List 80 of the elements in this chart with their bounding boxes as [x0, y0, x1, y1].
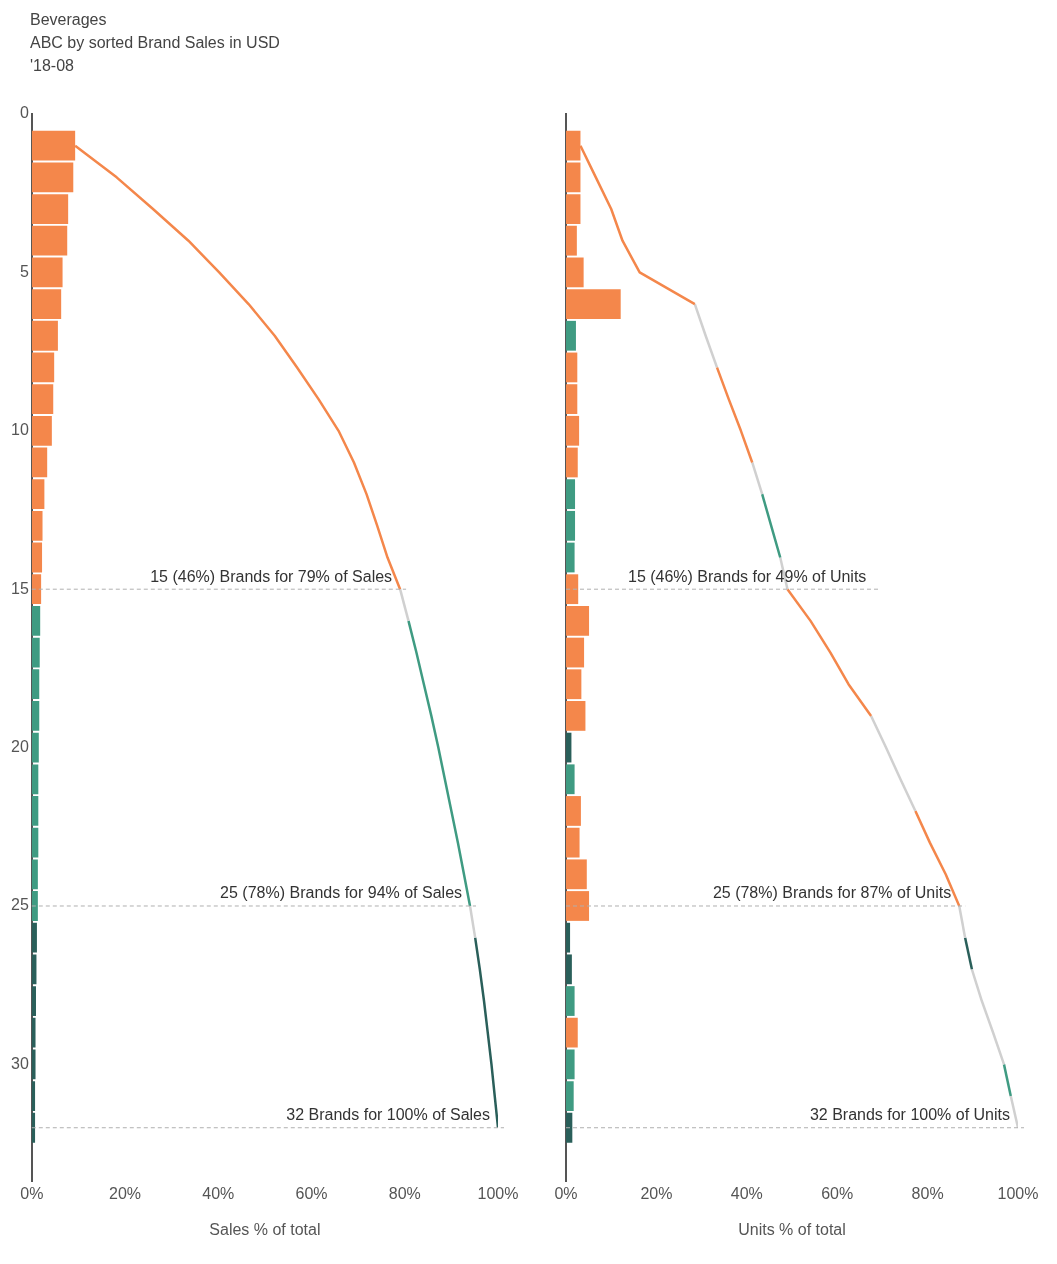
x-tick-label: 80% [911, 1184, 944, 1202]
x-tick-label: 80% [388, 1184, 421, 1202]
x-axis-title: Units % of total [738, 1220, 846, 1238]
bar [566, 225, 577, 256]
bar [31, 510, 43, 541]
ref-line-label: 32 Brands for 100% of Units [809, 1106, 1010, 1124]
bar [566, 320, 576, 351]
x-tick-label: 60% [295, 1184, 328, 1202]
chart-subtitle: ABC by sorted Brand Sales in USD [30, 33, 281, 53]
ref-line-label: 25 (78%) Brands for 94% of Sales [220, 884, 463, 902]
bar [31, 669, 40, 700]
bar [566, 732, 572, 763]
x-tick-label: 0% [20, 1184, 44, 1202]
bar [566, 764, 575, 795]
bar [31, 605, 41, 636]
bar [31, 542, 43, 573]
x-tick-label: 100% [997, 1184, 1039, 1202]
text: '18-08 [30, 56, 75, 76]
bar [566, 1112, 573, 1143]
bar [566, 637, 585, 668]
bar [566, 796, 581, 826]
bar [566, 194, 581, 224]
bar [566, 891, 590, 921]
bar [31, 320, 58, 351]
bar [31, 384, 54, 415]
bar [31, 764, 39, 795]
bar [31, 1081, 36, 1111]
bar [31, 479, 45, 510]
y-tick-label: 15 [11, 579, 29, 597]
bar [566, 510, 576, 541]
bar [566, 415, 580, 446]
bar [31, 1112, 36, 1143]
bar [566, 289, 621, 319]
bar [31, 415, 52, 446]
x-tick-label: 0% [554, 1184, 578, 1202]
x-tick-label: 20% [109, 1184, 142, 1202]
y-tick-label: 0 [19, 104, 29, 122]
x-tick-label: 40% [202, 1184, 235, 1202]
bar [31, 194, 69, 224]
bar [566, 1081, 574, 1111]
bar [566, 542, 575, 573]
bar [566, 1017, 578, 1048]
bar [566, 669, 582, 700]
bar [566, 384, 578, 415]
bar [31, 701, 40, 731]
x-tick-label: 20% [640, 1184, 673, 1202]
x-axis-title: Sales % of total [209, 1220, 321, 1238]
bar [31, 225, 68, 256]
ref-line-label: 15 (46%) Brands for 79% of Sales [150, 567, 393, 585]
bar [566, 257, 584, 288]
bar [31, 637, 40, 668]
bar [31, 447, 48, 478]
y-tick-label: 20 [11, 738, 29, 755]
bar [31, 732, 39, 763]
ref-line-label: 32 Brands for 100% of Sales [286, 1106, 490, 1124]
bar [31, 796, 39, 826]
bar [566, 701, 586, 731]
bar [566, 1049, 575, 1080]
bar [31, 289, 62, 319]
bar [31, 257, 63, 288]
bar [566, 574, 579, 605]
x-tick-label: 100% [477, 1184, 519, 1202]
x-tick-label: 60% [821, 1184, 854, 1202]
bar [566, 479, 576, 510]
bar [566, 352, 578, 383]
bar [31, 891, 38, 921]
y-tick-label: 25 [11, 896, 29, 914]
bar [31, 574, 42, 605]
bar [566, 605, 590, 636]
chart-title: Beverages [30, 10, 108, 30]
x-tick-label: 40% [730, 1184, 763, 1202]
y-tick-label: 10 [11, 421, 29, 439]
bar [566, 986, 575, 1016]
bar [31, 352, 55, 383]
y-tick-label: 5 [19, 262, 29, 280]
ref-line-label: 15 (46%) Brands for 49% of Units [627, 567, 867, 585]
ref-line-label: 25 (78%) Brands for 87% of Units [712, 884, 952, 902]
y-tick-label: 30 [11, 1054, 29, 1072]
bar [31, 986, 36, 1016]
bar [566, 447, 578, 478]
